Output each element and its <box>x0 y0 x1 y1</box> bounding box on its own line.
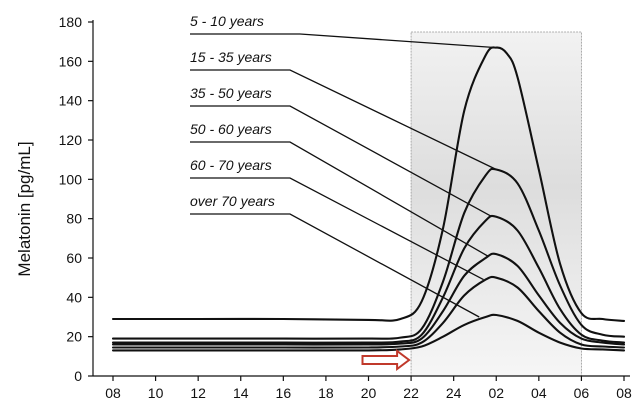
night-shaded-band <box>410 31 582 377</box>
series-curve-2 <box>111 167 626 340</box>
leader-line-6 <box>190 213 480 318</box>
series-curves <box>111 46 626 352</box>
x-tick-label: 20 <box>361 385 377 401</box>
y-tick-label: 60 <box>66 250 82 266</box>
leader-line-2 <box>190 69 497 171</box>
legend-labels: 5 - 10 years 15 - 35 years 35 - 50 years 50… <box>190 13 275 209</box>
x-tick-label: 22 <box>403 385 419 401</box>
legend-label-1: 5 - 10 years <box>190 13 264 29</box>
legend-label-5: 60 - 70 years <box>190 157 272 173</box>
legend-label-3: 35 - 50 years <box>190 85 272 101</box>
series-curve-6 <box>111 313 626 352</box>
legend-leader-lines <box>190 33 497 318</box>
x-tick-label: 16 <box>276 385 292 401</box>
series-curve-4 <box>111 252 626 346</box>
x-tick-label: 14 <box>233 385 249 401</box>
x-tick-label: 10 <box>148 385 164 401</box>
x-tick-label: 08 <box>105 385 121 401</box>
y-tick-label: 160 <box>59 53 83 69</box>
y-tick-label: 40 <box>66 289 82 305</box>
y-tick-label: 180 <box>59 14 83 30</box>
leader-line-1 <box>190 33 497 49</box>
x-tick-label: 24 <box>446 385 462 401</box>
leader-line-4 <box>190 141 489 257</box>
x-tick-label: 12 <box>190 385 206 401</box>
series-curve-1 <box>111 46 626 322</box>
y-tick-label: 100 <box>59 171 83 187</box>
leader-line-5 <box>190 177 484 281</box>
x-tick-label: 06 <box>574 385 590 401</box>
x-tick-label: 04 <box>531 385 547 401</box>
x-tick-label: 08 <box>616 385 632 401</box>
x-axis: 08 10 12 14 16 18 20 22 24 02 04 06 08 <box>93 375 632 401</box>
legend-label-4: 50 - 60 years <box>190 121 272 137</box>
x-tick-label: 18 <box>318 385 334 401</box>
y-tick-label: 140 <box>59 93 83 109</box>
y-tick-label: 80 <box>66 211 82 227</box>
legend-label-2: 15 - 35 years <box>190 49 272 65</box>
x-tick-label: 02 <box>488 385 504 401</box>
y-tick-label: 0 <box>74 368 82 384</box>
series-curve-3 <box>111 214 626 344</box>
leader-line-3 <box>190 105 493 218</box>
y-tick-label: 120 <box>59 132 83 148</box>
y-axis: 0 20 40 60 80 100 120 140 160 180 <box>59 14 94 384</box>
legend-label-6: over 70 years <box>190 193 275 209</box>
series-curve-5 <box>111 275 626 349</box>
y-tick-label: 20 <box>66 329 82 345</box>
y-axis-title: Melatonin [pg/mL] <box>15 141 34 276</box>
right-arrow-icon <box>361 349 411 371</box>
